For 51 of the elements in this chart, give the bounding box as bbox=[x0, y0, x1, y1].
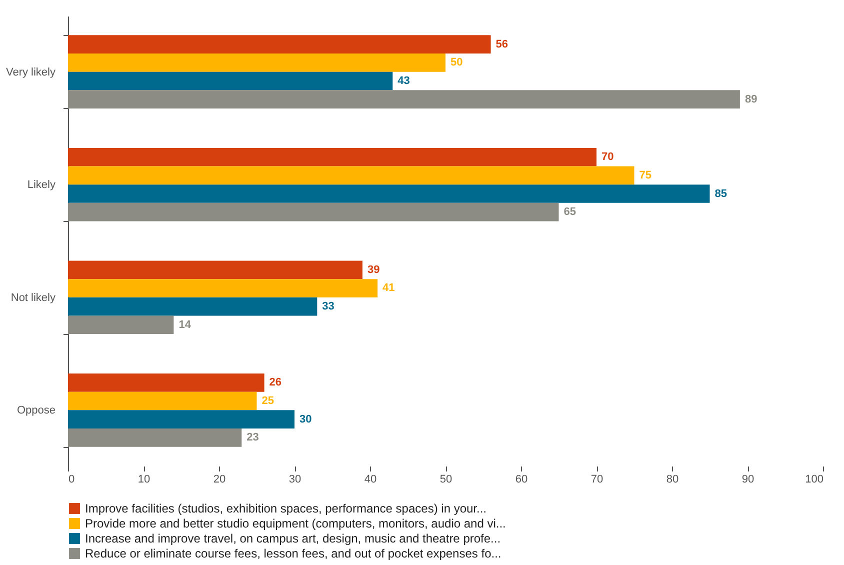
data-label: 39 bbox=[367, 264, 380, 276]
data-label: 89 bbox=[744, 93, 758, 106]
bar bbox=[68, 316, 174, 334]
bar bbox=[68, 184, 710, 203]
y-tick-label: Very likely bbox=[6, 66, 56, 78]
y-tick-label: Not likely bbox=[10, 292, 56, 304]
data-label: 85 bbox=[714, 188, 727, 200]
bar bbox=[68, 202, 559, 222]
data-label: 30 bbox=[300, 413, 312, 426]
data-label: 70 bbox=[602, 151, 614, 164]
bar bbox=[68, 428, 242, 447]
legend-label: Increase and improve travel, on campus art, design, music and theatre profe... bbox=[85, 532, 501, 546]
x-tick-label: 50 bbox=[440, 474, 452, 486]
data-label: 26 bbox=[269, 376, 282, 389]
data-label: 41 bbox=[382, 282, 395, 294]
x-tick-label: 0 bbox=[68, 474, 75, 486]
bar bbox=[68, 392, 257, 410]
data-label: 23 bbox=[246, 432, 259, 444]
x-tick-label: 70 bbox=[590, 474, 604, 486]
bar bbox=[68, 374, 264, 392]
bar bbox=[68, 297, 318, 316]
bar bbox=[68, 72, 393, 90]
bar bbox=[68, 54, 446, 72]
data-label: 43 bbox=[398, 74, 410, 87]
y-tick-label: Oppose bbox=[16, 404, 56, 417]
data-label: 75 bbox=[639, 169, 652, 182]
x-tick-label: 60 bbox=[515, 474, 528, 486]
bar bbox=[68, 148, 596, 166]
bar bbox=[68, 260, 362, 280]
data-label: 50 bbox=[450, 56, 463, 69]
y-tick-label: Likely bbox=[27, 179, 56, 192]
x-tick-label: 80 bbox=[666, 474, 679, 486]
data-label: 25 bbox=[262, 395, 274, 408]
legend-label: Reduce or eliminate course fees, lesson fees, and out of pocket expenses fo... bbox=[85, 546, 502, 560]
data-label: 65 bbox=[564, 206, 576, 218]
x-tick-label: 10 bbox=[138, 474, 150, 486]
bar bbox=[68, 279, 378, 298]
x-tick-label: 90 bbox=[742, 474, 754, 486]
data-label: 33 bbox=[322, 300, 334, 313]
bar bbox=[68, 410, 294, 428]
x-tick-label: 100 bbox=[805, 474, 824, 486]
legend-label: Improve facilities (studios, exhibition spaces, performance spaces) in your... bbox=[85, 502, 487, 516]
bar bbox=[68, 166, 634, 185]
x-tick-label: 30 bbox=[288, 474, 302, 486]
data-label: 56 bbox=[496, 38, 508, 50]
legend-label: Provide more and better studio equipment (computers, monitors, audio and vi... bbox=[85, 516, 506, 530]
bar bbox=[68, 35, 491, 54]
bar bbox=[68, 90, 740, 108]
x-tick-label: 20 bbox=[213, 474, 226, 486]
data-label: 14 bbox=[178, 318, 192, 331]
x-tick-label: 40 bbox=[364, 474, 377, 486]
